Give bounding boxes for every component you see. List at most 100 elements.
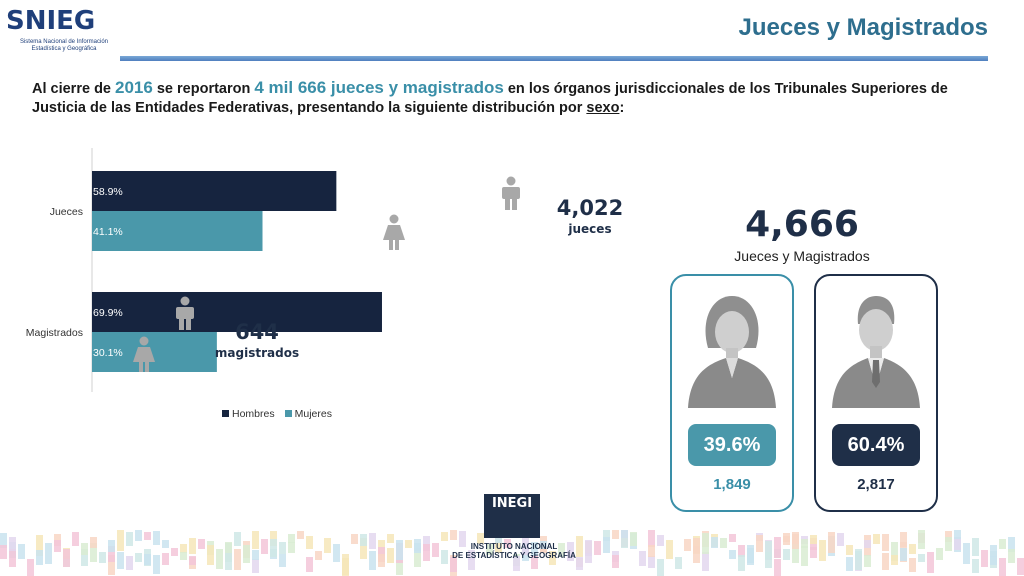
mosaic-tile (225, 542, 232, 562)
mosaic-tile (441, 550, 448, 564)
mosaic-tile (126, 556, 133, 570)
mosaic-tile (135, 530, 142, 541)
mosaic-tile (531, 542, 538, 556)
mosaic-tile (621, 538, 628, 548)
mosaic-tile (252, 550, 259, 560)
mosaic-tile (702, 552, 709, 571)
mosaic-tile (189, 556, 196, 565)
mosaic-tile (432, 543, 439, 557)
mosaic-tile (18, 544, 25, 559)
inegi-logo-text: INEGI (491, 496, 533, 511)
mosaic-tile (387, 548, 394, 563)
mosaic-tile (162, 553, 169, 565)
mosaic-tile (729, 534, 736, 542)
mosaic-tile (441, 532, 448, 541)
intro-highlight: 4 mil 666 jueces y magistrados (254, 78, 504, 97)
mosaic-tile (468, 550, 475, 560)
mosaic-tile (306, 536, 313, 549)
mosaic-tile (567, 542, 574, 561)
mosaic-tile (657, 559, 664, 576)
mosaic-tile (774, 537, 781, 558)
mosaic-tile (999, 539, 1006, 549)
mosaic-tile (792, 534, 799, 544)
mosaic-tile (9, 549, 16, 567)
mosaic-tile (45, 543, 52, 564)
mosaic-tile (495, 534, 502, 543)
mosaic-tile (612, 555, 619, 568)
mosaic-tile (999, 558, 1006, 576)
mosaic-tile (0, 545, 7, 559)
mosaic-tile (810, 547, 817, 558)
men-card: 60.4% 2,817 (814, 274, 938, 512)
mosaic-tile (315, 551, 322, 560)
mosaic-tile (1008, 537, 1015, 552)
mosaic-tile (108, 540, 115, 552)
mosaic-tile (270, 531, 277, 546)
mosaic-tile (450, 557, 457, 572)
mosaic-tile (963, 543, 970, 564)
mosaic-tile (153, 531, 160, 545)
mosaic-tile (657, 535, 664, 546)
mosaic-tile (99, 552, 106, 563)
category-label: Magistrados (26, 327, 83, 339)
mosaic-tile (108, 555, 115, 575)
mosaic-tile (450, 530, 457, 540)
magistrados-total: 644 (235, 320, 279, 344)
mosaic-tile (261, 539, 268, 554)
jueces-total-label: jueces (568, 222, 612, 236)
mosaic-tile (360, 538, 367, 559)
mosaic-tile (360, 534, 367, 546)
mosaic-tile (756, 535, 763, 552)
man-icon (176, 296, 194, 330)
mosaic-tile (72, 532, 79, 546)
mosaic-tile (801, 546, 808, 566)
mosaic-tile (414, 548, 421, 567)
mosaic-tile (288, 542, 295, 553)
mosaic-tile (279, 542, 286, 554)
mosaic-tile (243, 545, 250, 563)
mosaic-tile (630, 532, 637, 546)
legend-swatch-men (222, 410, 229, 417)
mosaic-tile (234, 549, 241, 570)
mosaic-tile (891, 542, 898, 561)
mosaic-tile (54, 540, 61, 552)
inegi-logo: INEGI INSTITUTO NACIONAL DE ESTADÍSTICA … (444, 494, 584, 566)
mosaic-tile (972, 538, 979, 556)
mosaic-tile (945, 531, 952, 542)
mosaic-tile (612, 530, 619, 539)
mosaic-tile (882, 553, 889, 570)
mosaic-tile (396, 557, 403, 575)
mosaic-tile (405, 540, 412, 548)
mosaic-tile (855, 549, 862, 570)
legend-swatch-women (284, 410, 292, 417)
mosaic-tile (558, 543, 565, 557)
women-count: 1,849 (713, 476, 751, 493)
mosaic-tile (954, 537, 961, 550)
mosaic-tile (324, 538, 331, 553)
mosaic-tile (81, 543, 88, 555)
mosaic-tile (972, 559, 979, 573)
mosaic-tile (936, 548, 943, 560)
mosaic-tile (342, 554, 349, 575)
mosaic-tile (207, 545, 214, 565)
mosaic-tile (891, 555, 898, 565)
category-label: Jueces (50, 206, 83, 218)
intro-year: 2016 (115, 78, 153, 97)
mosaic-tile (873, 534, 880, 544)
mosaic-tile (414, 539, 421, 553)
chart-legend: Hombres Mujeres (222, 408, 332, 420)
mosaic-tile (369, 533, 376, 549)
mosaic-tile (981, 550, 988, 567)
legend-item-women: Mujeres (284, 408, 332, 420)
mosaic-tile (711, 537, 718, 548)
snieg-logo-sub-line1: Sistema Nacional de Información (19, 39, 109, 45)
mosaic-tile (540, 541, 547, 549)
mosaic-tile (504, 539, 511, 548)
mosaic-tile (369, 551, 376, 570)
mosaic-tile (693, 538, 700, 553)
grand-total-label: Jueces y Magistrados (734, 248, 870, 264)
mosaic-tile (819, 540, 826, 561)
bar-chart: Jueces 58.9% 41.1% Magistrados 69.9% 30.1% (0, 140, 640, 430)
snieg-logo-sub-line2: Estadística y Geográfica (31, 46, 97, 52)
mosaic-tile (648, 556, 655, 568)
